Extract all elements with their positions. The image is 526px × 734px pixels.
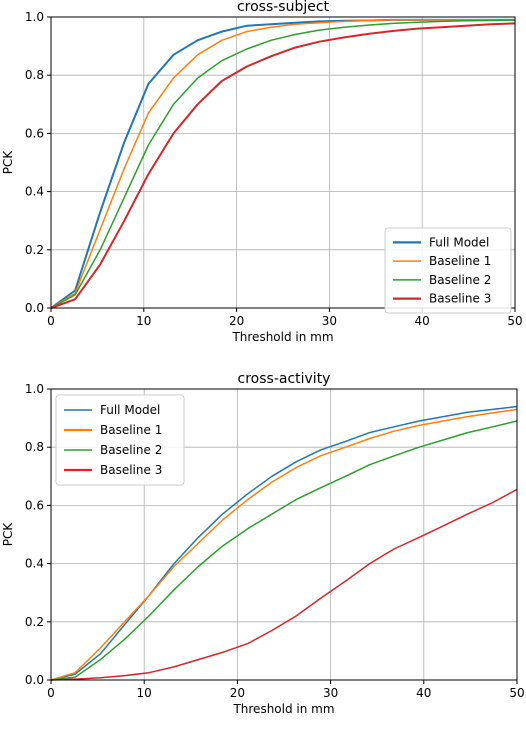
legend-label: Full Model [429, 235, 489, 249]
y-axis-label: PCK [1, 150, 15, 175]
plot-frame [50, 16, 516, 309]
legend-label: Baseline 2 [429, 273, 491, 287]
x-tick-label: 10 [137, 686, 152, 700]
y-tick-label: 0.2 [25, 615, 44, 629]
legend: Full Model Baseline 1 Baseline 2 Baseline 3 [55, 394, 185, 486]
chart-title: cross-activity [238, 371, 331, 387]
y-tick-label: 0.8 [25, 440, 44, 454]
chart-cross-activity: cross-activity 0 10 20 30 40 50 0.0 0.2 0.4 0.6 0.8… [1, 371, 525, 716]
y-tick-label: 0.0 [25, 301, 44, 315]
series-line-baseline-2 [50, 19, 516, 309]
series-line-baseline-2 [50, 420, 518, 681]
x-tick-label: 20 [230, 686, 245, 700]
y-tick-label: 0.0 [25, 673, 44, 687]
series-line-baseline-3 [50, 22, 516, 309]
y-tick-label: 0.2 [25, 243, 44, 257]
y-tick-label: 0.4 [25, 185, 44, 199]
x-tick-label: 20 [229, 314, 244, 328]
legend-label: Baseline 1 [429, 254, 491, 268]
legend-label: Baseline 3 [429, 292, 491, 306]
x-tick-label: 40 [415, 314, 430, 328]
y-tick-label: 0.8 [25, 68, 44, 82]
y-tick-label: 1.0 [25, 382, 44, 396]
series-line-full-model [50, 405, 518, 681]
legend-box [384, 227, 512, 314]
legend: Full Model Baseline 1 Baseline 2 Baseline 3 [384, 227, 512, 314]
x-tick-label: 40 [416, 686, 431, 700]
series-line-baseline-1 [50, 19, 515, 309]
series-line-baseline-1 [50, 408, 518, 681]
plot-frame [50, 388, 518, 681]
x-tick-label: 50 [509, 686, 524, 700]
y-tick-label: 1.0 [25, 10, 44, 24]
x-axis-label: Threshold in mm [231, 330, 333, 344]
chart-title: cross-subject [237, 0, 330, 15]
x-tick-label: 30 [323, 686, 338, 700]
legend-box [55, 394, 185, 486]
x-axis-label: Threshold in mm [232, 702, 334, 716]
x-tick-label: 50 [507, 314, 522, 328]
y-tick-label: 0.4 [25, 557, 44, 571]
y-axis-label: PCK [1, 522, 15, 547]
series-line-baseline-3 [50, 488, 518, 681]
legend-label: Baseline 2 [100, 443, 162, 457]
y-tick-label: 0.6 [25, 498, 44, 512]
x-tick-label: 0 [47, 686, 55, 700]
x-tick-label: 10 [136, 314, 151, 328]
chart-cross-subject: cross-subject 0 10 20 30 40 50 0.0 0.2 0.4 0.6 0.8 1… [1, 0, 523, 344]
legend-label: Baseline 1 [100, 423, 162, 437]
legend-label: Full Model [100, 403, 160, 417]
x-tick-label: 30 [322, 314, 337, 328]
y-tick-label: 0.6 [25, 126, 44, 140]
legend-label: Baseline 3 [100, 463, 162, 477]
x-tick-label: 0 [47, 314, 55, 328]
